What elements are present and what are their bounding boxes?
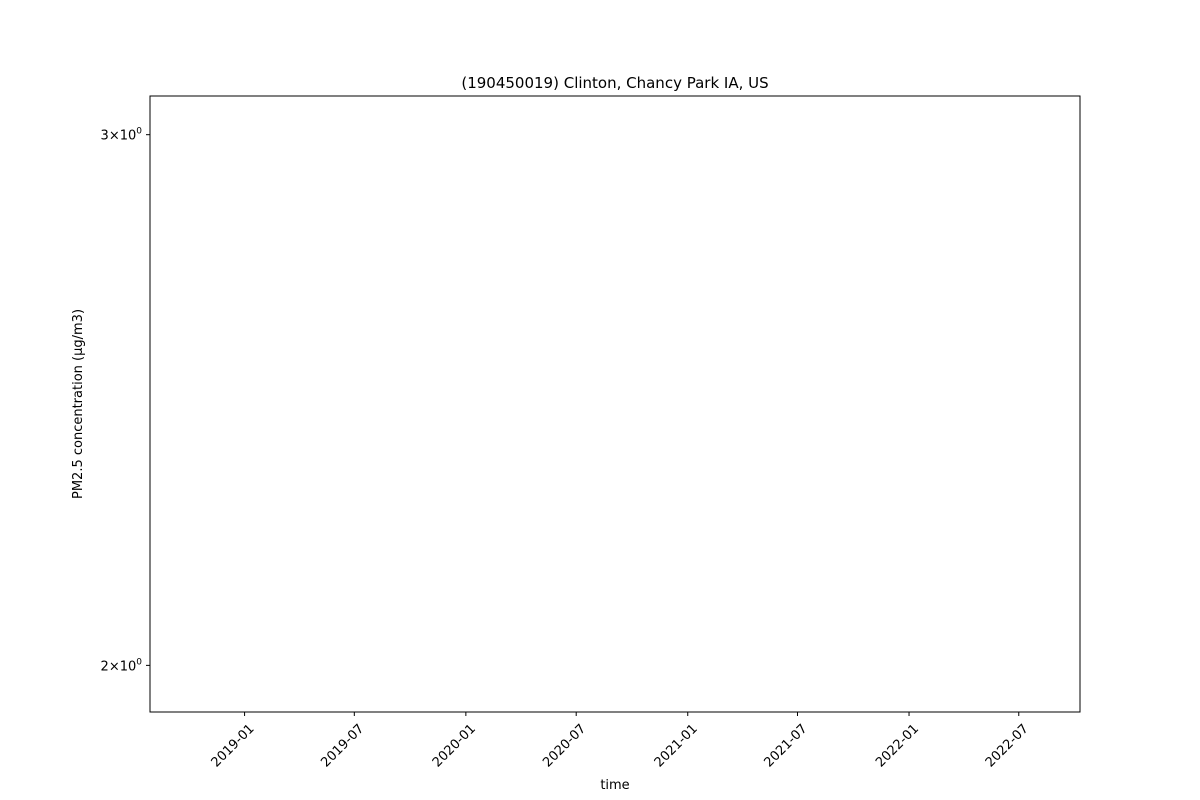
x-axis-label: time: [600, 778, 629, 793]
y-tick-label-exponent: 0: [136, 127, 142, 137]
y-tick-label-mantissa: 3×10: [101, 129, 137, 144]
y-tick-label: 3×100: [101, 127, 143, 144]
y-tick-label: 2×100: [101, 657, 143, 674]
y-tick-label-exponent: 0: [136, 657, 142, 667]
chart-title: (190450019) Clinton, Chancy Park IA, US: [461, 74, 768, 92]
y-tick-label-mantissa: 2×10: [101, 659, 137, 674]
y-axis-label: PM2.5 concentration (μg/m3): [71, 309, 86, 499]
plot-area: [149, 95, 1081, 713]
